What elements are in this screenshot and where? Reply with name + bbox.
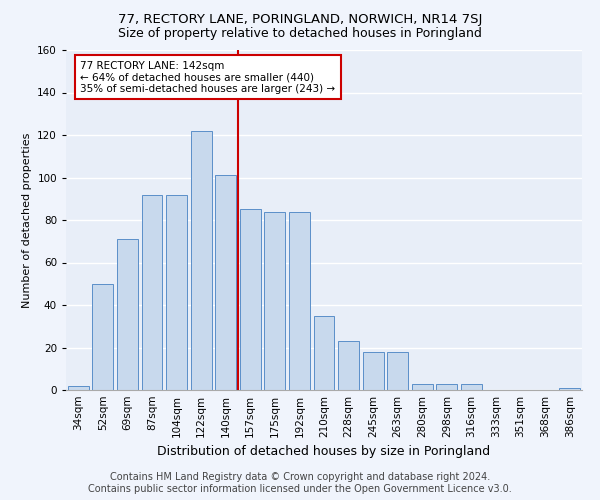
Bar [166,194,187,390]
Bar [412,384,433,390]
Bar [559,388,580,390]
Bar [338,341,359,390]
Bar [191,130,212,390]
Text: 77, RECTORY LANE, PORINGLAND, NORWICH, NR14 7SJ: 77, RECTORY LANE, PORINGLAND, NORWICH, N… [118,12,482,26]
X-axis label: Distribution of detached houses by size in Poringland: Distribution of detached houses by size … [157,446,491,458]
Bar [461,384,482,390]
Text: 77 RECTORY LANE: 142sqm
← 64% of detached houses are smaller (440)
35% of semi-d: 77 RECTORY LANE: 142sqm ← 64% of detache… [80,60,335,94]
Bar [436,384,457,390]
Bar [68,386,89,390]
Bar [362,352,383,390]
Bar [142,194,163,390]
Bar [240,210,261,390]
Bar [387,352,408,390]
Bar [215,176,236,390]
Bar [289,212,310,390]
Text: Size of property relative to detached houses in Poringland: Size of property relative to detached ho… [118,28,482,40]
Bar [117,239,138,390]
Bar [314,316,334,390]
Y-axis label: Number of detached properties: Number of detached properties [22,132,32,308]
Bar [265,212,286,390]
Text: Contains HM Land Registry data © Crown copyright and database right 2024.
Contai: Contains HM Land Registry data © Crown c… [88,472,512,494]
Bar [92,284,113,390]
